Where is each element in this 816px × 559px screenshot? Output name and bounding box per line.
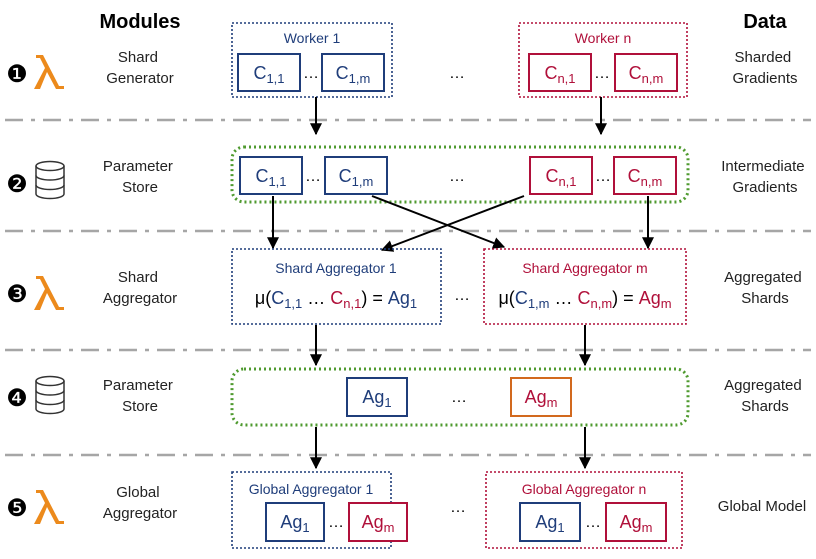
global-aggregator-1-label: Global Aggregator 1 (249, 481, 374, 497)
module-label: Parameter Store (103, 158, 177, 196)
cell-ag1 (346, 377, 408, 417)
lambda-icon (34, 490, 64, 524)
cell-cnm-text: Cn,m (629, 63, 664, 86)
worker-1-box (231, 22, 393, 98)
cell-ag1-text: Ag1 (362, 387, 391, 410)
cell-cn1-text: Cn,1 (545, 166, 576, 189)
cell-agm (348, 502, 408, 542)
arrow (371, 195, 506, 249)
cell-c1m-text: C1,m (336, 63, 371, 86)
step-number: ❹ (6, 385, 28, 412)
database-icon (35, 375, 65, 415)
shard-aggregator-m-box (483, 248, 687, 325)
worker-1-label: Worker 1 (284, 30, 341, 46)
shard-aggregator-1-label: Shard Aggregator 1 (275, 260, 397, 276)
modules-header: Modules (99, 11, 180, 33)
step-number: ❺ (6, 495, 28, 522)
cell-c1m (321, 53, 385, 92)
module-label: Shard Generator (106, 49, 174, 87)
cell-cn1-text: Cn,1 (544, 63, 575, 86)
ellipsis: … (328, 514, 344, 531)
shard-aggregator-m-formula: μ(C1,m … Cn,m) = Agm (498, 288, 671, 311)
cell-ag1-text: Ag1 (280, 512, 309, 535)
step-number: ❷ (6, 171, 28, 198)
worker-n-box (518, 22, 688, 98)
ellipsis: … (595, 168, 611, 185)
cell-agm (605, 502, 667, 542)
shard-aggregator-m-label: Shard Aggregator m (522, 260, 647, 276)
data-label: Intermediate Gradients (721, 158, 809, 196)
lambda-icon (34, 276, 64, 310)
cell-c1m-text: C1,m (339, 166, 374, 189)
ellipsis: … (585, 514, 601, 531)
cell-cnm (614, 53, 678, 92)
cell-cn1 (528, 53, 592, 92)
step-number: ❸ (6, 281, 28, 308)
arrow (380, 195, 525, 252)
parameter-store-box (230, 367, 690, 427)
data-label: Aggregated Shards (724, 377, 806, 415)
data-header: Data (743, 11, 787, 33)
ellipsis: … (594, 65, 610, 82)
cell-c1m (324, 156, 388, 195)
data-label: Aggregated Shards (724, 269, 806, 307)
cell-agm (510, 377, 572, 417)
step-number: ❶ (6, 61, 28, 88)
global-aggregator-n-box (485, 471, 683, 549)
cell-c11-text: C1,1 (255, 166, 286, 189)
cell-agm-text: Agm (362, 512, 395, 535)
data-label: Global Model (718, 498, 806, 515)
ellipsis: … (449, 168, 465, 185)
cell-ag1-text: Ag1 (535, 512, 564, 535)
ellipsis: … (449, 65, 465, 82)
ellipsis: … (303, 65, 319, 82)
database-icon (35, 160, 65, 200)
cell-c11 (239, 156, 303, 195)
cell-c11 (237, 53, 301, 92)
global-aggregator-n-label: Global Aggregator n (522, 481, 647, 497)
ellipsis: … (450, 499, 466, 516)
cell-ag1 (265, 502, 325, 542)
module-label: Global Aggregator (103, 484, 177, 522)
ellipsis: … (451, 389, 467, 406)
data-label: Sharded Gradients (732, 49, 797, 87)
cell-ag1 (519, 502, 581, 542)
cell-cn1 (529, 156, 593, 195)
cell-c11-text: C1,1 (253, 63, 284, 86)
worker-n-label: Worker n (575, 30, 632, 46)
module-label: Parameter Store (103, 377, 177, 415)
cell-cnm-text: Cn,m (628, 166, 663, 189)
shard-aggregator-1-formula: μ(C1,1 … Cn,1) = Ag1 (255, 288, 417, 311)
ellipsis: … (305, 168, 321, 185)
cell-cnm (613, 156, 677, 195)
cell-agm-text: Agm (525, 387, 558, 410)
shard-aggregator-1-box (231, 248, 442, 325)
lambda-icon (34, 55, 64, 89)
parameter-store-box (230, 145, 690, 204)
module-label: Shard Aggregator (103, 269, 177, 307)
ellipsis: … (454, 287, 470, 304)
cell-agm-text: Agm (620, 512, 653, 535)
